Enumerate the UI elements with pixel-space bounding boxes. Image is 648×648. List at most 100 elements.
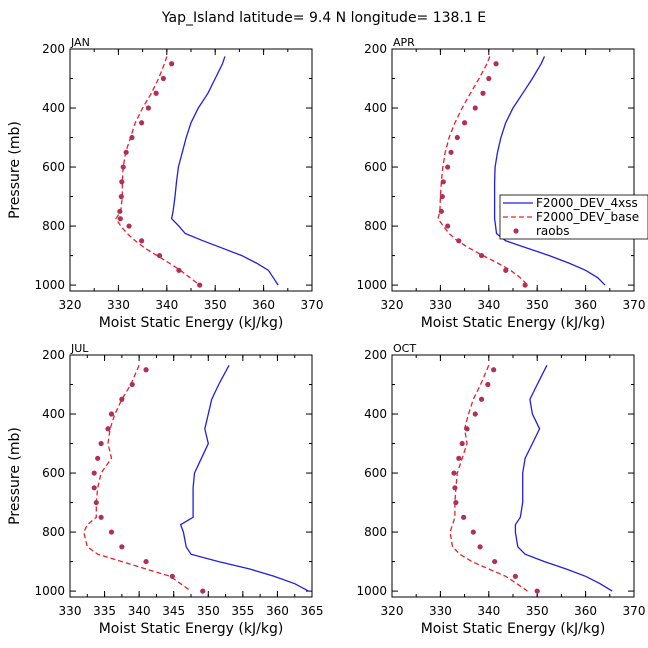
raobs-point bbox=[493, 61, 499, 67]
raobs-point bbox=[485, 381, 491, 388]
4xss-series-line bbox=[170, 56, 279, 286]
x-tick-label: 350 bbox=[526, 298, 549, 312]
base-series-line bbox=[83, 365, 192, 592]
raobs-point bbox=[139, 238, 145, 244]
raobs-point bbox=[169, 61, 175, 67]
y-tick-label: 800 bbox=[42, 219, 65, 233]
raobs-point bbox=[108, 411, 115, 417]
x-tick-label: 370 bbox=[623, 604, 646, 618]
raobs-point bbox=[143, 367, 149, 373]
x-tick-label: 330 bbox=[429, 298, 452, 312]
4xss-series-line bbox=[493, 56, 606, 286]
panel-jan: JAN 320 330 340 350 360 370 200 400 600 800 1000 Moi… bbox=[7, 36, 323, 331]
legend-marker-dot bbox=[513, 228, 519, 234]
raobs-point bbox=[91, 485, 97, 491]
y-tick-label: 200 bbox=[42, 348, 65, 362]
raobs-point bbox=[145, 105, 152, 111]
raobs-point bbox=[453, 499, 459, 506]
raobs-point bbox=[98, 514, 104, 520]
raobs-point bbox=[486, 75, 492, 82]
raobs-point bbox=[512, 573, 519, 579]
y-tick-label: 1000 bbox=[34, 278, 65, 292]
legend-label: raobs bbox=[536, 224, 570, 238]
x-tick-label: 330 bbox=[429, 604, 452, 618]
raobs-point bbox=[470, 529, 476, 535]
raobs-point bbox=[197, 282, 203, 288]
x-axis-label: Moist Static Energy (kJ/kg) bbox=[99, 315, 284, 331]
raobs-point bbox=[452, 485, 458, 491]
x-tick-label: 360 bbox=[252, 298, 275, 312]
raobs-point bbox=[461, 514, 467, 520]
y-tick-label: 1000 bbox=[356, 584, 387, 598]
panel-apr: APR 320 330 340 350 360 370 200 400 600 800 1000 Moi… bbox=[356, 36, 645, 331]
x-tick-label: 350 bbox=[526, 604, 549, 618]
raobs-point bbox=[117, 216, 123, 222]
x-tick-label: 330 bbox=[59, 604, 82, 618]
panel-label: JUL bbox=[70, 342, 89, 355]
x-tick-label: 360 bbox=[266, 604, 289, 618]
x-tick-label: 345 bbox=[162, 604, 185, 618]
raobs-point bbox=[105, 426, 111, 432]
plot-frame bbox=[391, 354, 635, 598]
raobs-point bbox=[454, 134, 460, 141]
base-series-line bbox=[115, 56, 201, 286]
raobs-point bbox=[440, 179, 446, 185]
raobs-point bbox=[119, 544, 125, 550]
raobs-point bbox=[439, 193, 445, 200]
y-tick-label: 400 bbox=[364, 407, 387, 421]
raobs-point bbox=[445, 164, 451, 170]
raobs-point bbox=[522, 282, 528, 288]
raobs-point bbox=[118, 193, 124, 200]
raobs-point bbox=[200, 588, 206, 594]
x-tick-label: 355 bbox=[231, 604, 254, 618]
base-series-line bbox=[437, 56, 528, 286]
raobs-point bbox=[477, 544, 483, 550]
y-tick-label: 1000 bbox=[356, 278, 387, 292]
panel-jul: JUL 330 335 340 345 350 355 360 365 200 400 600 800 1… bbox=[7, 342, 323, 637]
x-tick-label: 330 bbox=[107, 298, 130, 312]
y-tick-label: 1000 bbox=[34, 584, 65, 598]
y-tick-label: 400 bbox=[364, 101, 387, 115]
panel-label: JAN bbox=[70, 36, 90, 49]
raobs-point bbox=[480, 90, 486, 96]
raobs-point bbox=[129, 134, 135, 141]
raobs-point bbox=[445, 223, 451, 229]
plot-frame bbox=[69, 48, 313, 292]
raobs-point bbox=[139, 120, 145, 126]
x-tick-label: 360 bbox=[574, 604, 597, 618]
y-tick-label: 600 bbox=[364, 160, 387, 174]
plot-frame bbox=[69, 354, 313, 598]
raobs-point bbox=[176, 267, 182, 273]
raobs-point bbox=[95, 455, 101, 461]
legend-label: F2000_DEV_base bbox=[536, 210, 639, 224]
panel-label: APR bbox=[393, 36, 415, 49]
raobs-point bbox=[119, 179, 125, 185]
raobs-point bbox=[472, 411, 478, 417]
y-axis-label: Pressure (mb) bbox=[7, 121, 23, 219]
raobs-point bbox=[120, 164, 126, 170]
raobs-point bbox=[451, 470, 457, 476]
x-tick-label: 340 bbox=[128, 604, 151, 618]
x-axis-label: Moist Static Energy (kJ/kg) bbox=[421, 621, 606, 637]
4xss-series-line bbox=[179, 364, 309, 592]
x-tick-label: 320 bbox=[59, 298, 82, 312]
raobs-point bbox=[448, 149, 454, 155]
y-tick-label: 400 bbox=[42, 407, 65, 421]
y-tick-label: 200 bbox=[42, 42, 65, 56]
raobs-point bbox=[456, 455, 462, 461]
y-tick-label: 200 bbox=[364, 348, 387, 362]
raobs-point bbox=[503, 267, 509, 273]
x-tick-label: 340 bbox=[155, 298, 178, 312]
raobs-point bbox=[456, 238, 462, 244]
y-tick-label: 800 bbox=[42, 525, 65, 539]
raobs-point bbox=[93, 499, 99, 506]
raobs-point bbox=[472, 105, 478, 111]
y-tick-label: 200 bbox=[364, 42, 387, 56]
x-axis-label: Moist Static Energy (kJ/kg) bbox=[99, 621, 284, 637]
x-tick-label: 340 bbox=[477, 604, 500, 618]
raobs-point bbox=[153, 90, 159, 96]
legend-box bbox=[499, 194, 648, 240]
x-tick-label: 370 bbox=[301, 298, 324, 312]
x-tick-label: 365 bbox=[301, 604, 324, 618]
